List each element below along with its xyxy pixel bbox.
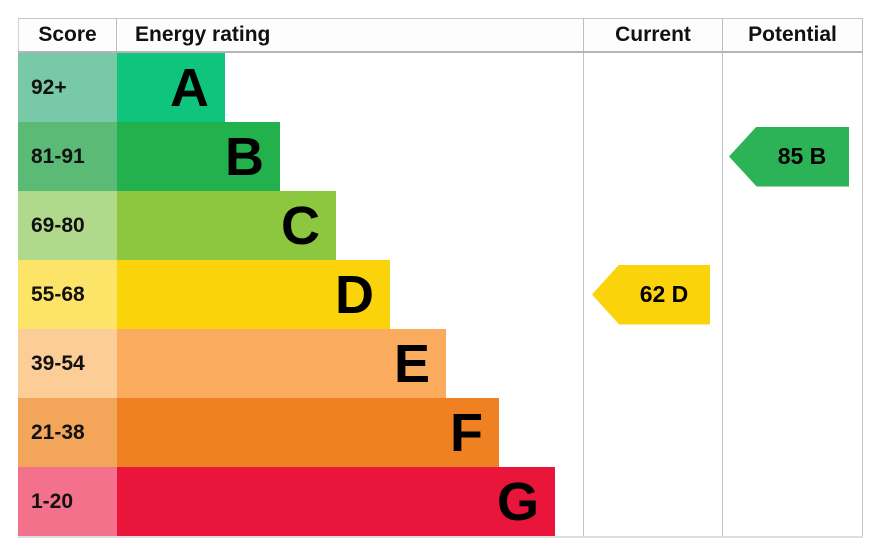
bar-area-f: F xyxy=(117,398,583,467)
potential-cell-f xyxy=(722,398,863,467)
score-range-c: 69-80 xyxy=(18,191,117,260)
bar-area-d: D xyxy=(117,260,583,329)
potential-cell-c xyxy=(722,191,863,260)
band-row-g: 1-20 G xyxy=(18,467,863,536)
score-range-b: 81-91 xyxy=(18,122,117,191)
band-row-c: 69-80 C xyxy=(18,191,863,260)
current-arrow: 62 D xyxy=(592,264,710,325)
potential-cell-b: 85 B xyxy=(722,122,863,191)
band-row-e: 39-54 E xyxy=(18,329,863,398)
potential-cell-d xyxy=(722,260,863,329)
header-energy-rating: Energy rating xyxy=(135,23,271,46)
current-cell-e xyxy=(583,329,722,398)
current-cell-b xyxy=(583,122,722,191)
bar-area-e: E xyxy=(117,329,583,398)
rating-bar-a: A xyxy=(117,53,225,122)
current-cell-d: 62 D xyxy=(583,260,722,329)
band-row-f: 21-38 F xyxy=(18,398,863,467)
rating-table: Score Energy rating Current Potential 92… xyxy=(18,18,863,538)
current-cell-g xyxy=(583,467,722,536)
score-range-e: 39-54 xyxy=(18,329,117,398)
rating-bar-c: C xyxy=(117,191,336,260)
header-potential: Potential xyxy=(722,19,863,51)
current-cell-f xyxy=(583,398,722,467)
score-range-g: 1-20 xyxy=(18,467,117,536)
potential-arrow: 85 B xyxy=(729,126,849,187)
rating-bar-b: B xyxy=(117,122,280,191)
header-current: Current xyxy=(583,19,722,51)
current-cell-c xyxy=(583,191,722,260)
score-range-d: 55-68 xyxy=(18,260,117,329)
score-range-a: 92+ xyxy=(18,53,117,122)
bar-area-c: C xyxy=(117,191,583,260)
rating-bands: 92+ A 81-91 B 85 B 69-80 xyxy=(18,53,863,538)
band-row-a: 92+ A xyxy=(18,53,863,122)
potential-cell-g xyxy=(722,467,863,536)
band-row-b: 81-91 B 85 B xyxy=(18,122,863,191)
bar-area-b: B xyxy=(117,122,583,191)
current-cell-a xyxy=(583,53,722,122)
potential-cell-a xyxy=(722,53,863,122)
potential-cell-e xyxy=(722,329,863,398)
bar-area-g: G xyxy=(117,467,583,536)
rating-bar-g: G xyxy=(117,467,555,536)
bar-area-a: A xyxy=(117,53,583,122)
rating-bar-d: D xyxy=(117,260,390,329)
table-header-row: Score Energy rating Current Potential xyxy=(18,18,863,53)
rating-bar-f: F xyxy=(117,398,499,467)
score-range-f: 21-38 xyxy=(18,398,117,467)
band-row-d: 55-68 D 62 D xyxy=(18,260,863,329)
header-score: Score xyxy=(18,19,117,51)
rating-bar-e: E xyxy=(117,329,446,398)
